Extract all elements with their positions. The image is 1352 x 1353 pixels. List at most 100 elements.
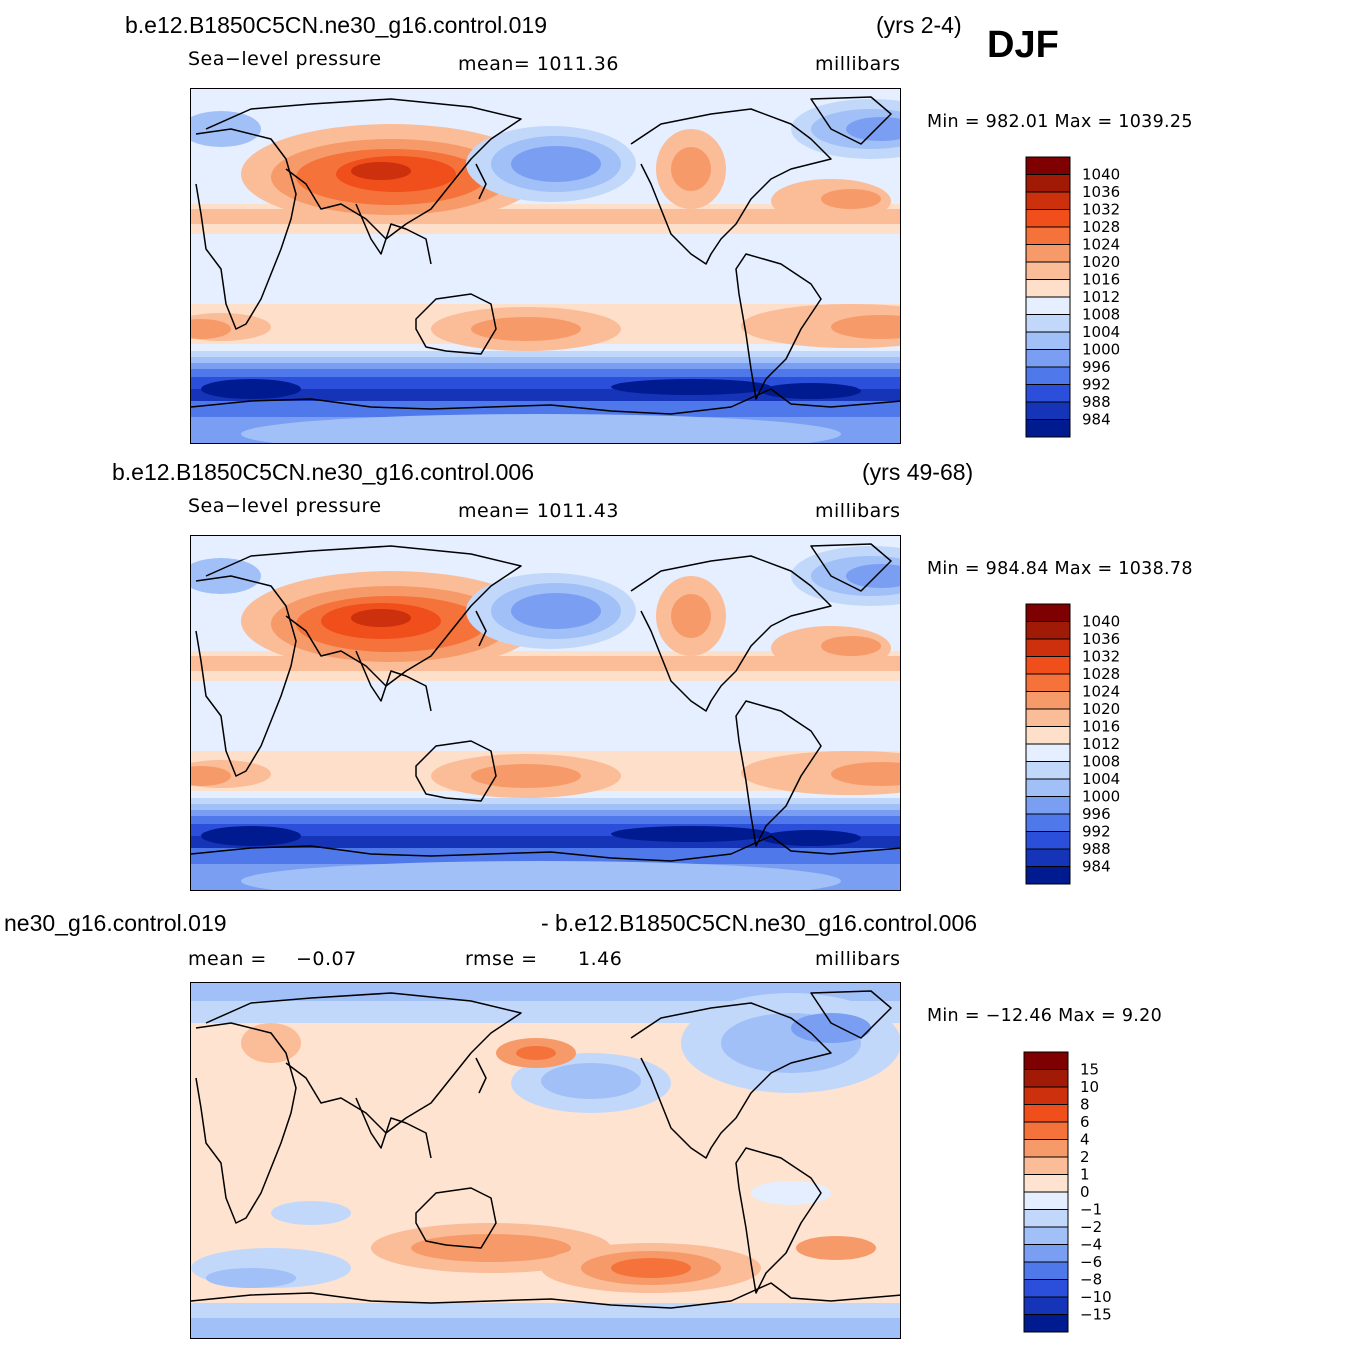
panel2-colorbar-label: 984 [1082,858,1111,876]
panel2-colorbar-box [1025,656,1071,675]
panel3-colorbar-label: −15 [1080,1306,1112,1324]
panel3-minmax: Min = −12.46 Max = 9.20 [927,1006,1162,1026]
panel1-map [190,88,901,444]
panel3-rmse-label: rmse = [465,948,538,970]
panel1-colorbar-label: 1016 [1082,271,1120,289]
panel2-colorbar-label: 988 [1082,840,1111,858]
panel2-colorbar-label: 1028 [1082,665,1120,683]
panel1-colorbar-label: 988 [1082,393,1111,411]
panel2-colorbar-box [1025,866,1071,885]
panel2-colorbar-label: 1016 [1082,718,1120,736]
panel1-colorbar-label: 1028 [1082,218,1120,236]
panel3-colorbar-label: 2 [1080,1148,1090,1166]
panel2-minmax: Min = 984.84 Max = 1038.78 [927,559,1193,579]
panel1-colorbar-label: 1036 [1082,183,1120,201]
panel3-colorbar-box [1023,1051,1069,1070]
panel1-variable: Sea−level pressure [188,48,382,70]
panel1-units: millibars [815,53,901,75]
panel3-contour-field [191,983,900,1338]
panel3-colorbar-label: 8 [1080,1096,1090,1114]
panel2-colorbar-box [1025,813,1071,832]
panel2-colorbar-label: 992 [1082,823,1111,841]
panel1-mean: mean= 1011.36 [458,53,619,75]
panel2-case-title: b.e12.B1850C5CN.ne30_g16.control.006 [112,459,534,485]
panel2-colorbar-box [1025,621,1071,640]
panel1-colorbar-box [1025,261,1071,280]
panel2-colorbar-label: 1040 [1082,613,1120,631]
panel3-colorbar-box [1023,1261,1069,1280]
panel1-colorbar-box [1025,174,1071,193]
panel3-colorbar-label: −2 [1080,1218,1102,1236]
panel1-colorbar-label: 1012 [1082,288,1120,306]
panel1-colorbar-box [1025,156,1071,175]
panel2-units: millibars [815,500,901,522]
panel2-mean: mean= 1011.43 [458,500,619,522]
panel3-case-right: - b.e12.B1850C5CN.ne30_g16.control.006 [541,910,978,936]
panel2-colorbar-label: 1032 [1082,648,1120,666]
panel2-colorbar-label: 1012 [1082,735,1120,753]
panel3-case-left: ne30_g16.control.019 [4,910,227,936]
panel3-colorbar-box [1023,1191,1069,1210]
panel3-colorbar-label: −6 [1080,1253,1102,1271]
panel1-colorbar-box [1025,244,1071,263]
panel1-contour-field [191,89,900,443]
panel1-colorbar-box [1025,226,1071,245]
panel1-colorbar-box [1025,384,1071,403]
panel1-colorbar-box [1025,331,1071,350]
panel3-map [190,982,901,1339]
panel2-colorbar-box [1025,691,1071,710]
panel2-colorbar-label: 1020 [1082,700,1120,718]
panel3-colorbar-label: −10 [1080,1288,1112,1306]
panel2-map [190,535,901,891]
panel3-colorbar-box [1023,1296,1069,1315]
panel1-colorbar-label: 984 [1082,411,1111,429]
panel2-colorbar-box [1025,796,1071,815]
panel3-colorbar-box [1023,1104,1069,1123]
panel1-colorbar-label: 1004 [1082,323,1120,341]
panel3-colorbar-box [1023,1314,1069,1333]
panel2-variable: Sea−level pressure [188,495,382,517]
panel3-colorbar-label: 15 [1080,1061,1099,1079]
panel1-colorbar-box [1025,419,1071,438]
panel2-colorbar-box [1025,848,1071,867]
panel3-colorbar-box [1023,1174,1069,1193]
panel1-colorbar-label: 1040 [1082,166,1120,184]
panel1-colorbar-label: 992 [1082,376,1111,394]
panel3-colorbar-label: −8 [1080,1271,1102,1289]
panel1-colorbar-box [1025,349,1071,368]
panel2-colorbar-box [1025,831,1071,850]
panel2-colorbar-label: 1000 [1082,788,1120,806]
panel3-colorbar-box [1023,1139,1069,1158]
panel1-colorbar-box [1025,366,1071,385]
panel3-colorbar-box [1023,1244,1069,1263]
panel2-colorbar-box [1025,638,1071,657]
panel2-colorbar-box [1025,726,1071,745]
season-label: DJF [987,24,1059,66]
panel3-colorbar-box [1023,1121,1069,1140]
panel1-colorbar: 1040 1036 1032 1028 1024 1020 1016 1012 1008 1004… [1025,156,1146,439]
panel3-colorbar-label: 1 [1080,1166,1090,1184]
panel3-colorbar-box [1023,1156,1069,1175]
panel2-colorbar-label: 1036 [1082,630,1120,648]
panel2-colorbar-label: 1008 [1082,753,1120,771]
panel1-colorbar-label: 1000 [1082,341,1120,359]
panel2-colorbar-label: 996 [1082,805,1111,823]
panel3-colorbar-box [1023,1069,1069,1088]
panel1-years: (yrs 2-4) [876,12,962,38]
panel2-colorbar-box [1025,761,1071,780]
panel2-colorbar: 1040 1036 1032 1028 1024 1020 1016 1012 1008 1004… [1025,603,1146,886]
panel1-colorbar-label: 1024 [1082,236,1120,254]
panel1-colorbar-box [1025,279,1071,298]
panel1-minmax: Min = 982.01 Max = 1039.25 [927,112,1193,132]
panel1-colorbar-label: 1032 [1082,201,1120,219]
panel3-colorbar-label: −4 [1080,1236,1102,1254]
panel2-colorbar-box [1025,708,1071,727]
panel3-colorbar: 15 10 8 6 4 2 1 0 −1 −2 −4 −6 −8 −10 −15 [1023,1051,1144,1334]
panel3-mean-label: mean = [188,948,267,970]
panel3-colorbar-label: −1 [1080,1201,1102,1219]
panel3-colorbar-box [1023,1226,1069,1245]
panel3-rmse-value: 1.46 [578,948,623,970]
panel1-colorbar-box [1025,209,1071,228]
panel1-colorbar-box [1025,296,1071,315]
panel3-colorbar-box [1023,1086,1069,1105]
